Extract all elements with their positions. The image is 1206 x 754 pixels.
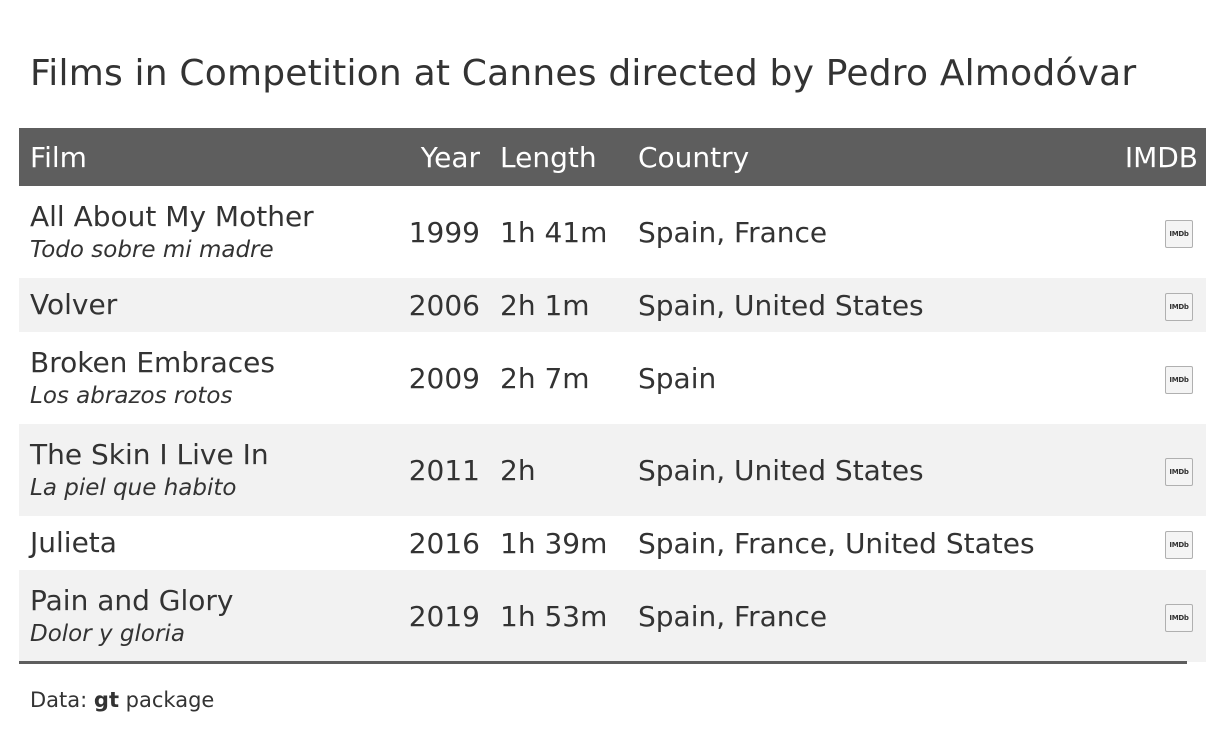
- film-title: Pain and Glory: [30, 584, 234, 617]
- film-title: Broken Embraces: [30, 346, 275, 379]
- length-cell: 1h 39m: [500, 526, 608, 560]
- film-original-title: La piel que habito: [30, 475, 237, 501]
- imdb-link-icon[interactable]: IMDb: [1165, 603, 1193, 632]
- source-suffix: package: [118, 688, 215, 712]
- film-cell: Broken Embraces Los abrazos rotos: [19, 332, 380, 424]
- year-cell: 2019: [380, 570, 490, 662]
- film-original-title: Todo sobre mi madre: [30, 237, 274, 263]
- imdb-link-icon[interactable]: IMDb: [1165, 219, 1193, 248]
- country-cell: Spain, United States: [628, 424, 1098, 516]
- length-cell: 1h 53m: [490, 570, 628, 662]
- table-title: Films in Competition at Cannes directed …: [30, 53, 1137, 94]
- imdb-link-icon[interactable]: IMDb: [1165, 292, 1193, 321]
- table-row: Volver 2006 2h 1m Spain, United States I…: [19, 278, 1206, 332]
- table-row: Julieta 2016 1h 39m Spain, France, Unite…: [19, 516, 1206, 570]
- year-cell: 2006: [380, 278, 490, 332]
- source-package-name: gt: [93, 688, 119, 712]
- imdb-cell: IMDb: [1098, 516, 1206, 570]
- table-row: Broken Embraces Los abrazos rotos 2009 2…: [19, 332, 1206, 424]
- film-cell: All About My Mother Todo sobre mi madre: [19, 186, 380, 278]
- country-cell: Spain, France: [628, 570, 1098, 662]
- year-cell: 2009: [408, 361, 480, 395]
- length-cell: 2h: [490, 424, 628, 516]
- country-cell: Spain, France: [638, 215, 828, 249]
- year-cell: 1999: [408, 215, 480, 249]
- country-cell: Spain: [638, 361, 717, 395]
- imdb-link-icon[interactable]: IMDb: [1165, 457, 1193, 486]
- film-cell: Julieta: [19, 516, 380, 570]
- films-table: Film Year Length Country IMDB All About …: [19, 128, 1206, 662]
- film-title: Julieta: [30, 526, 117, 559]
- column-header-film: Film: [19, 128, 380, 186]
- length-cell: 2h 1m: [490, 278, 628, 332]
- table-bottom-rule: [19, 661, 1187, 664]
- source-note: Data: gt package: [30, 685, 214, 715]
- imdb-link-icon[interactable]: IMDb: [1165, 530, 1193, 559]
- country-cell: Spain, United States: [628, 278, 1098, 332]
- film-cell: Volver: [19, 278, 380, 332]
- column-header-length: Length: [490, 128, 628, 186]
- header-row: Film Year Length Country IMDB: [19, 128, 1206, 186]
- imdb-cell: IMDb: [1098, 570, 1206, 662]
- column-header-country: Country: [628, 128, 1098, 186]
- film-title: All About My Mother: [30, 200, 314, 233]
- year-cell: 2016: [408, 526, 480, 560]
- table-row: The Skin I Live In La piel que habito 20…: [19, 424, 1206, 516]
- imdb-cell: IMDb: [1098, 332, 1206, 424]
- film-title: The Skin I Live In: [30, 438, 269, 471]
- column-header-imdb: IMDB: [1098, 128, 1206, 186]
- length-cell: 2h 7m: [500, 361, 590, 395]
- source-prefix: Data:: [30, 688, 94, 712]
- imdb-cell: IMDb: [1098, 278, 1206, 332]
- film-original-title: Los abrazos rotos: [30, 383, 233, 409]
- film-cell: The Skin I Live In La piel que habito: [19, 424, 380, 516]
- length-cell: 1h 41m: [500, 215, 608, 249]
- imdb-cell: IMDb: [1098, 186, 1206, 278]
- table-row: Pain and Glory Dolor y gloria 2019 1h 53…: [19, 570, 1206, 662]
- film-cell: Pain and Glory Dolor y gloria: [19, 570, 380, 662]
- film-original-title: Dolor y gloria: [30, 621, 185, 647]
- column-header-year: Year: [380, 128, 490, 186]
- film-title: Volver: [30, 288, 118, 321]
- table-row: All About My Mother Todo sobre mi madre …: [19, 186, 1206, 278]
- year-cell: 2011: [380, 424, 490, 516]
- imdb-cell: IMDb: [1098, 424, 1206, 516]
- country-cell: Spain, France, United States: [638, 526, 1035, 560]
- imdb-link-icon[interactable]: IMDb: [1165, 365, 1193, 394]
